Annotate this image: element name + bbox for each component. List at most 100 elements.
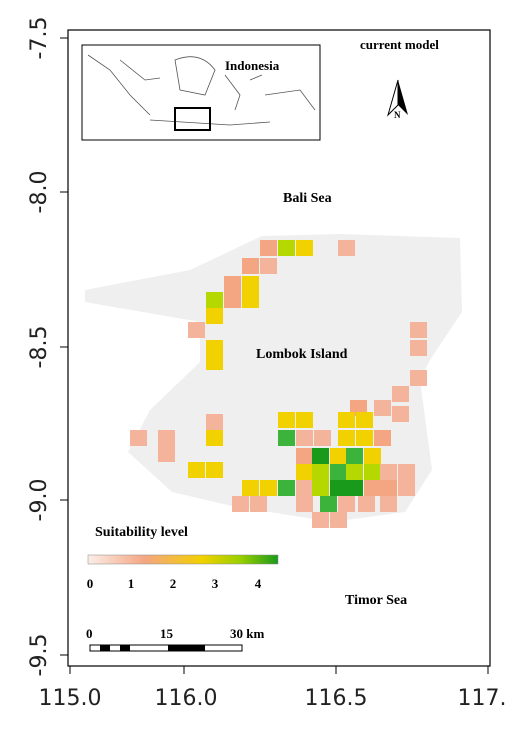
raster-cell — [206, 430, 223, 446]
inset-coastline — [87, 54, 316, 126]
scale-bar — [89, 644, 243, 652]
legend-tick: 4 — [255, 576, 262, 591]
y-tick-label: -9.0 — [27, 479, 52, 522]
scale-label: 15 — [160, 626, 174, 641]
inset-highlight — [174, 107, 211, 131]
raster-cell — [278, 412, 295, 428]
island-label: Lombok Island — [256, 347, 348, 362]
raster-cell — [296, 496, 313, 512]
raster-cell — [296, 412, 313, 428]
y-tick-label: -8.0 — [27, 171, 52, 214]
legend-tick: 3 — [212, 576, 219, 591]
raster-cell — [224, 292, 241, 308]
raster-cell — [250, 496, 267, 512]
raster-cell — [206, 308, 223, 324]
sea-label: Bali Sea — [283, 191, 332, 206]
raster-cell — [380, 480, 397, 496]
raster-cell — [278, 430, 295, 446]
raster-cell — [410, 340, 427, 356]
legend-tick: 0 — [87, 576, 94, 591]
scale-label: 30 km — [230, 626, 264, 641]
raster-cell — [398, 464, 415, 480]
raster-cell — [206, 354, 223, 370]
raster-cell — [392, 406, 409, 422]
raster-cell — [356, 412, 373, 428]
raster-cell — [398, 480, 415, 496]
raster-cell — [330, 448, 347, 464]
y-tick-label: -7.5 — [27, 17, 52, 60]
raster-cell — [206, 292, 223, 308]
raster-cell — [130, 430, 147, 446]
raster-cell — [260, 480, 277, 496]
raster-cell — [260, 240, 277, 256]
scale-label: 0 — [86, 626, 93, 641]
raster-cell — [410, 370, 427, 386]
raster-cell — [364, 448, 381, 464]
raster-cell — [312, 448, 329, 464]
x-tick-label: 116.5 — [305, 686, 368, 711]
raster-cell — [374, 400, 391, 416]
legend-tick: 1 — [128, 576, 135, 591]
raster-cell — [242, 292, 259, 308]
raster-cell — [338, 412, 355, 428]
raster-cell — [330, 480, 347, 496]
raster-cell — [188, 462, 205, 478]
raster-cell — [338, 430, 355, 446]
raster-cell — [242, 276, 259, 292]
raster-cell — [158, 446, 175, 462]
inset-label: Indonesia — [225, 58, 280, 73]
legend-tick: 2 — [170, 576, 177, 591]
raster-cell — [358, 496, 375, 512]
raster-cell — [356, 430, 373, 446]
raster-cell — [364, 480, 381, 496]
raster-cell — [312, 464, 329, 480]
x-tick-label: 117. — [458, 686, 505, 711]
raster-cell — [346, 464, 363, 480]
tick-marks — [60, 37, 489, 674]
raster-cell — [188, 322, 205, 338]
raster-cell — [278, 480, 295, 496]
raster-cell — [206, 462, 223, 478]
raster-cell — [296, 464, 313, 480]
raster-cell — [242, 480, 259, 496]
raster-cell — [338, 240, 355, 256]
raster-cell — [296, 480, 313, 496]
x-tick-label: 116.0 — [155, 686, 218, 711]
north-arrow-dark — [398, 80, 408, 115]
raster-cell — [364, 464, 381, 480]
raster-cell — [206, 340, 223, 356]
y-tick-label: -9.5 — [27, 634, 52, 677]
raster-cell — [374, 430, 391, 446]
raster-cell — [312, 512, 329, 528]
raster — [130, 240, 427, 528]
raster-cell — [392, 386, 409, 402]
y-tick-label: -8.5 — [27, 326, 52, 369]
raster-cell — [346, 448, 363, 464]
raster-cell — [380, 464, 397, 480]
north-label: N — [394, 110, 401, 120]
raster-cell — [296, 240, 313, 256]
raster-cell — [260, 258, 277, 274]
raster-cell — [224, 276, 241, 292]
raster-cell — [410, 322, 427, 338]
raster-cell — [312, 480, 329, 496]
raster-cell — [338, 496, 355, 512]
sea-label: Timor Sea — [345, 593, 407, 608]
raster-cell — [296, 448, 313, 464]
raster-cell — [206, 414, 223, 430]
raster-cell — [278, 240, 295, 256]
legend-title: Suitability level — [95, 525, 188, 540]
x-tick-label: 115.0 — [39, 686, 102, 711]
raster-cell — [330, 464, 347, 480]
raster-cell — [296, 430, 313, 446]
raster-cell — [330, 512, 347, 528]
raster-cell — [320, 496, 337, 512]
legend-bar — [87, 554, 279, 565]
raster-cell — [314, 430, 331, 446]
raster-cell — [232, 496, 249, 512]
raster-cell — [158, 430, 175, 446]
raster-cell — [380, 496, 397, 512]
raster-cell — [242, 258, 259, 274]
raster-cell — [346, 480, 363, 496]
